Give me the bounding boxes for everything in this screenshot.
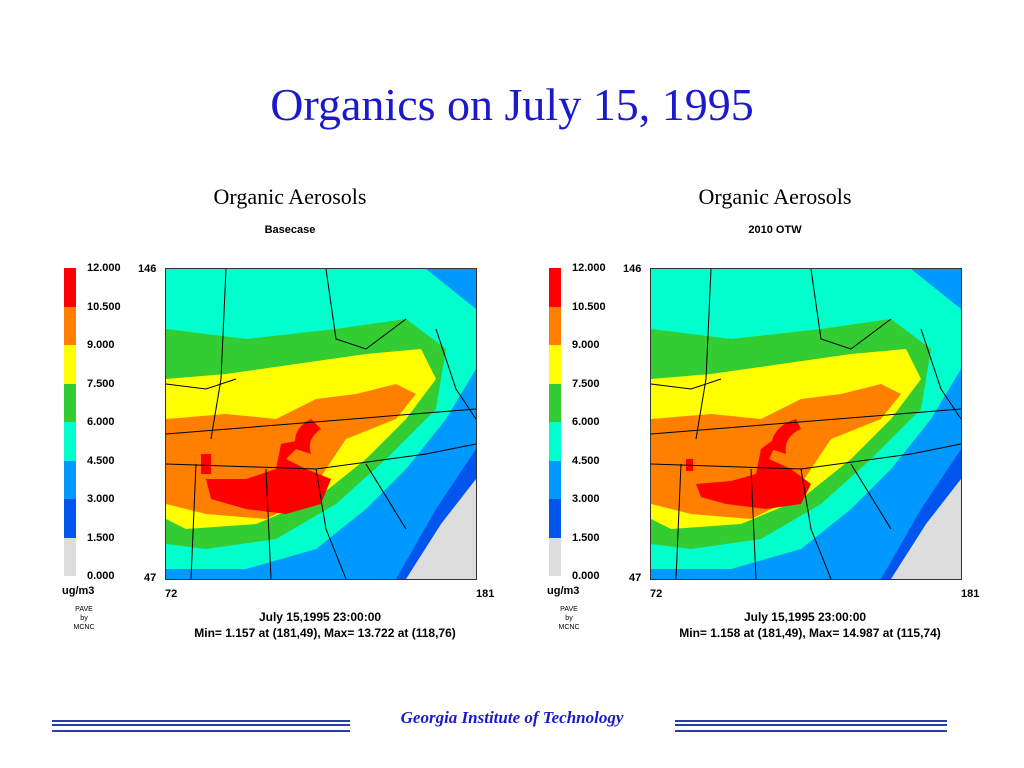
pave-credit: PAVE by MCNC: [73, 606, 95, 631]
legend-label: 0.000: [572, 570, 600, 582]
color-legend: [549, 268, 561, 576]
x-right-label: 181: [961, 588, 980, 600]
concentration-map: [650, 268, 962, 580]
legend-swatch-7: [549, 383, 561, 422]
map-datetime: July 15,1995 23:00:00: [258, 610, 382, 624]
concentration-map: [165, 268, 477, 580]
legend-label: 3.000: [572, 493, 600, 505]
panel-title: Organic Aerosols: [213, 184, 367, 209]
footer-institution: Georgia Institute of Technology: [400, 708, 624, 727]
legend-label: 4.500: [572, 455, 600, 467]
legend-swatch-10: [64, 306, 76, 345]
legend-label: 1.500: [572, 532, 600, 544]
map-datetime: July 15,1995 23:00:00: [743, 610, 867, 624]
legend-label: 7.500: [572, 378, 600, 390]
legend-unit: ug/m3: [547, 585, 580, 597]
legend-swatch-4: [64, 460, 76, 499]
legend-label: 6.000: [87, 416, 115, 428]
legend-swatch-10: [549, 306, 561, 345]
legend-swatch-9: [549, 345, 561, 384]
legend-label: 9.000: [87, 339, 115, 351]
y-top-label: 146: [623, 263, 642, 275]
legend-swatch-9: [64, 345, 76, 384]
x-left-label: 72: [165, 588, 178, 600]
legend-swatch-4: [549, 460, 561, 499]
legend-label: 6.000: [572, 416, 600, 428]
footer-rule-right: [675, 720, 947, 732]
legend-unit: ug/m3: [62, 585, 95, 597]
legend-swatch-6: [64, 422, 76, 461]
legend-swatch-3: [64, 499, 76, 538]
legend-swatch-12: [64, 268, 76, 307]
legend-label: 10.500: [572, 301, 606, 313]
legend-swatch-6: [549, 422, 561, 461]
y-top-label: 146: [138, 263, 157, 275]
legend-label: 4.500: [87, 455, 115, 467]
legend-swatch-12: [549, 268, 561, 307]
legend-label: 1.500: [87, 532, 115, 544]
legend-swatch-3: [549, 499, 561, 538]
legend-label: 12.000: [87, 262, 121, 274]
legend-label: 3.000: [87, 493, 115, 505]
y-bottom-label: 47: [629, 572, 642, 584]
panel-subtitle: 2010 OTW: [748, 224, 802, 236]
legend-label: 10.500: [87, 301, 121, 313]
legend-swatch-0: [549, 537, 561, 576]
color-legend: [64, 268, 76, 576]
panel-subtitle: Basecase: [264, 224, 316, 236]
map-panel-2010-otw: Organic Aerosols 2010 OTW 12.000 10.500 …: [545, 180, 985, 650]
legend-label: 12.000: [572, 262, 606, 274]
y-bottom-label: 47: [144, 572, 157, 584]
panel-title: Organic Aerosols: [698, 184, 852, 209]
x-left-label: 72: [650, 588, 663, 600]
legend-label: 7.500: [87, 378, 115, 390]
pave-credit: PAVE by MCNC: [558, 606, 580, 631]
map-panel-basecase: Organic Aerosols Basecase 12.000 10.500 …: [60, 180, 500, 650]
x-right-label: 181: [476, 588, 495, 600]
map-minmax: Min= 1.158 at (181,49), Max= 14.987 at (…: [679, 626, 941, 640]
slide-title: Organics on July 15, 1995: [270, 79, 754, 130]
map-minmax: Min= 1.157 at (181,49), Max= 13.722 at (…: [194, 626, 456, 640]
footer-rule-left: [52, 720, 350, 732]
legend-swatch-0: [64, 537, 76, 576]
legend-label: 9.000: [572, 339, 600, 351]
legend-swatch-7: [64, 383, 76, 422]
legend-label: 0.000: [87, 570, 115, 582]
